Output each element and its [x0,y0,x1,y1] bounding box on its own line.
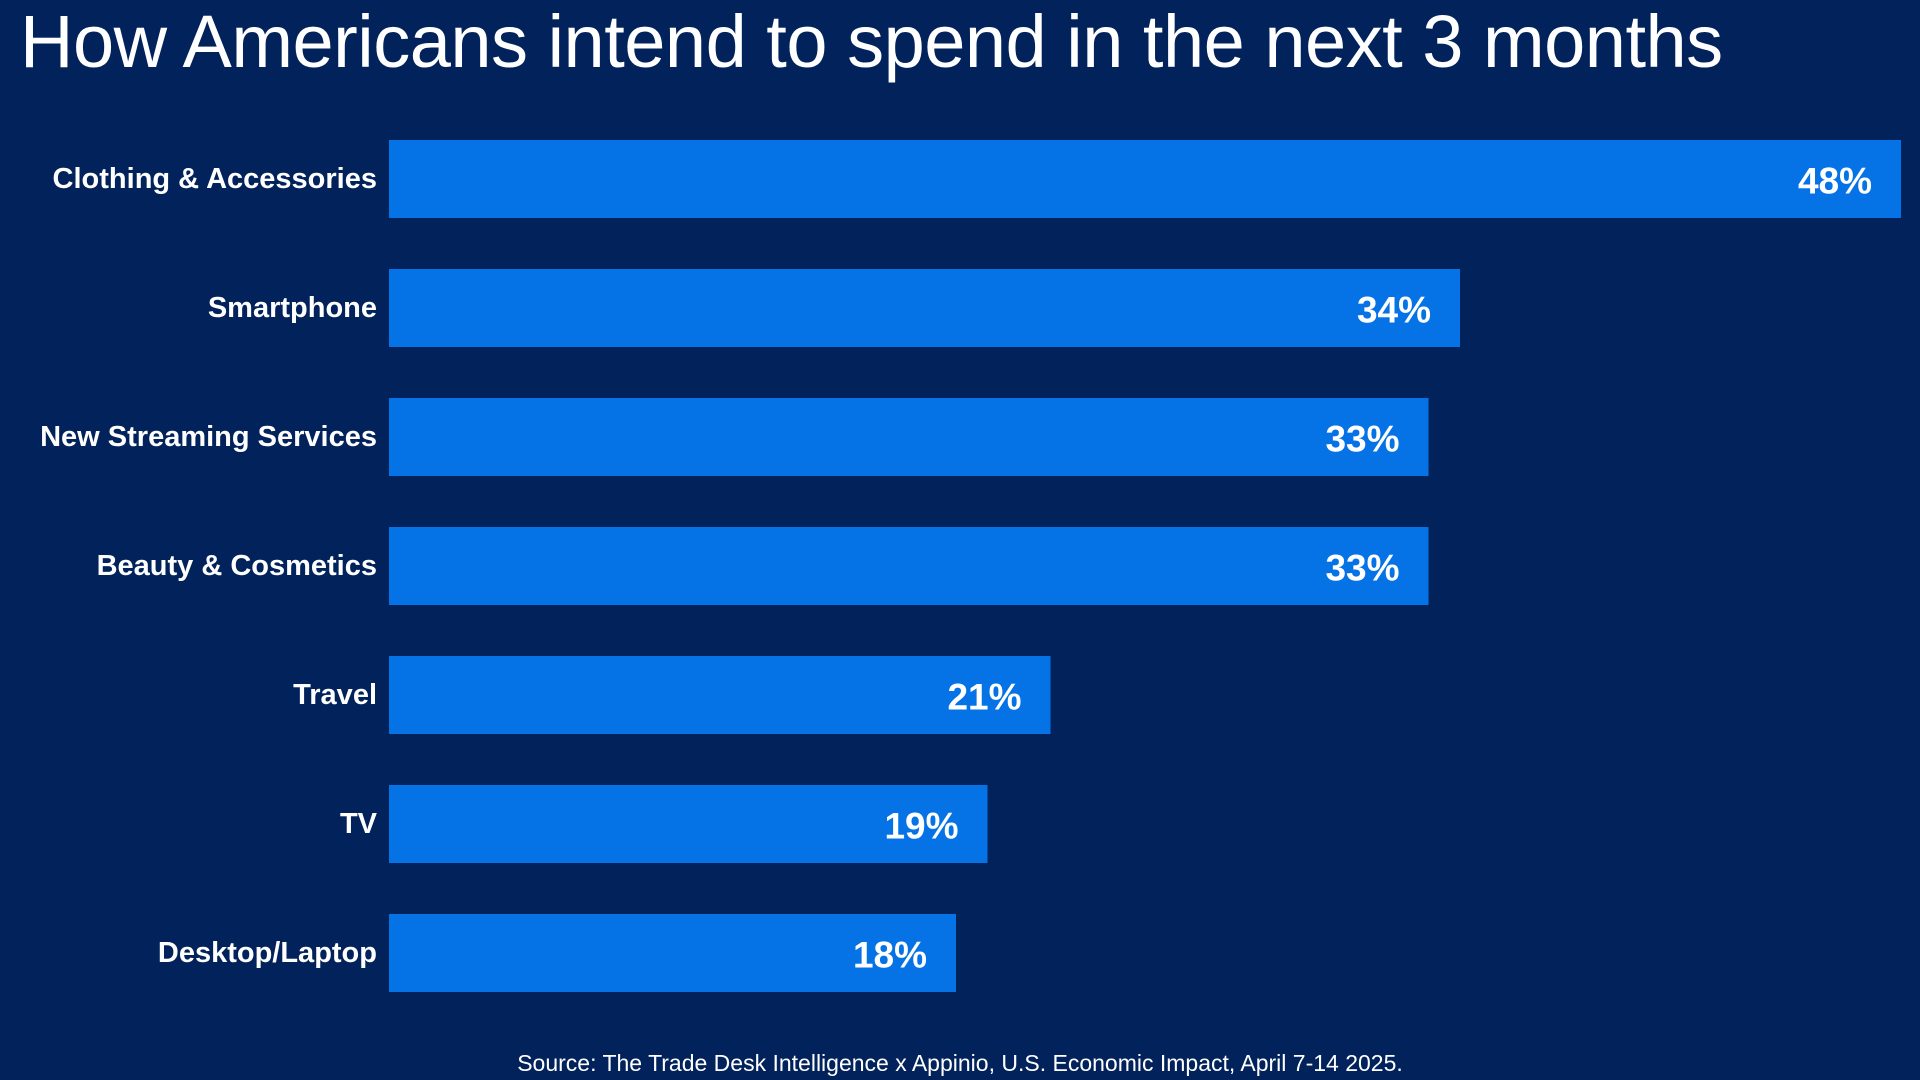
category-label: Clothing & Accessories [53,163,377,195]
bar [389,140,1901,218]
value-label: 18% [853,935,927,976]
bar [389,785,988,863]
source-note: Source: The Trade Desk Intelligence x Ap… [517,1050,1403,1076]
value-label: 21% [947,677,1021,718]
bar [389,398,1429,476]
category-label: Travel [293,679,377,711]
bar [389,527,1429,605]
category-label: TV [340,808,378,840]
category-label: New Streaming Services [40,421,377,453]
category-label: Smartphone [208,292,377,324]
category-label: Desktop/Laptop [158,937,377,969]
value-label: 33% [1325,419,1399,460]
bar [389,914,956,992]
bar [389,656,1051,734]
bar [389,269,1460,347]
value-label: 33% [1325,548,1399,589]
value-label: 48% [1798,161,1872,202]
value-label: 19% [884,806,958,847]
value-label: 34% [1357,290,1431,331]
chart-title: How Americans intend to spend in the nex… [20,0,1723,83]
category-label: Beauty & Cosmetics [97,550,377,582]
